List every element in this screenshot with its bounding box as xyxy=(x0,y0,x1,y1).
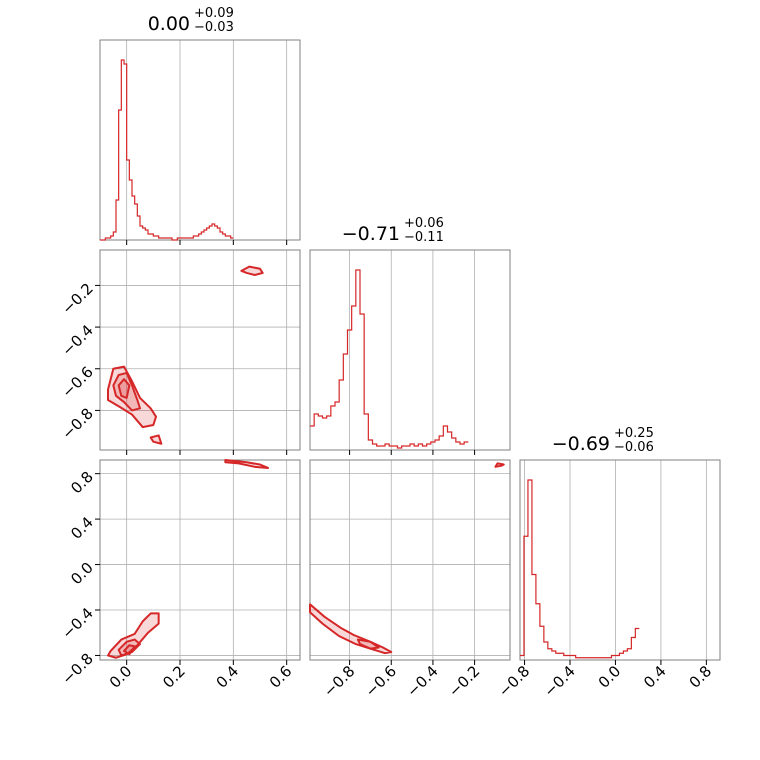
contour-level xyxy=(123,644,136,656)
contour-level xyxy=(112,371,141,412)
histogram-step-line xyxy=(520,479,640,659)
histogram-step-line xyxy=(100,59,234,241)
title-lower-error: −0.03 xyxy=(194,20,234,35)
y-tick-label: −0.2 xyxy=(58,280,96,318)
title-lower-error: −0.06 xyxy=(614,440,654,455)
contour-level xyxy=(117,378,131,399)
title-value: 0.00 xyxy=(148,13,190,35)
axes-frame xyxy=(99,249,301,451)
y-tick-label: −0.8 xyxy=(58,650,96,688)
histogram-step-line xyxy=(310,269,469,449)
y-tick-label: −0.6 xyxy=(58,363,96,401)
title-upper-error: +0.25 xyxy=(614,426,654,441)
x-tick-label: 0.0 xyxy=(106,662,136,692)
contour-level xyxy=(240,265,264,276)
x-tick-label: 0.6 xyxy=(266,662,296,692)
contour-level xyxy=(356,638,380,650)
x-tick-label: 0.2 xyxy=(159,662,189,692)
panel-title: −0.69 +0.25−0.06 xyxy=(552,426,654,455)
axes-frame xyxy=(99,459,301,661)
y-tick-label: −0.4 xyxy=(58,321,96,359)
x-tick-label: −0.8 xyxy=(495,662,533,700)
contour-level xyxy=(107,365,157,429)
y-tick-label: 0.4 xyxy=(67,513,97,543)
title-upper-error: +0.09 xyxy=(194,6,234,21)
contour-level xyxy=(224,459,269,469)
y-tick-label: −0.4 xyxy=(58,604,96,642)
contour-level xyxy=(309,603,393,655)
y-tick-label: 0.8 xyxy=(67,468,97,498)
axes-frame xyxy=(309,249,511,451)
axes-frame xyxy=(309,459,511,661)
axes-frame xyxy=(99,39,301,241)
x-tick-label: 0.4 xyxy=(640,662,670,692)
x-tick-label: 0.0 xyxy=(595,662,625,692)
title-upper-error: +0.06 xyxy=(404,216,444,231)
y-tick-label: 0.0 xyxy=(67,559,97,589)
title-value: −0.69 xyxy=(552,433,610,455)
axes-frame xyxy=(519,459,721,661)
x-tick-label: −0.2 xyxy=(445,662,483,700)
x-tick-label: −0.4 xyxy=(403,662,441,700)
x-tick-label: 0.4 xyxy=(213,662,243,692)
panel-title: 0.00 +0.09−0.03 xyxy=(148,6,234,35)
contour-level xyxy=(149,434,163,445)
title-value: −0.71 xyxy=(342,223,400,245)
x-tick-label: −0.4 xyxy=(540,662,578,700)
contour-level xyxy=(494,462,505,468)
title-lower-error: −0.11 xyxy=(404,230,444,245)
y-tick-label: −0.8 xyxy=(58,405,96,443)
x-tick-label: −0.6 xyxy=(362,662,400,700)
x-tick-label: 0.8 xyxy=(686,662,716,692)
panel-title: −0.71 +0.06−0.11 xyxy=(342,216,444,245)
x-tick-label: −0.8 xyxy=(320,662,358,700)
